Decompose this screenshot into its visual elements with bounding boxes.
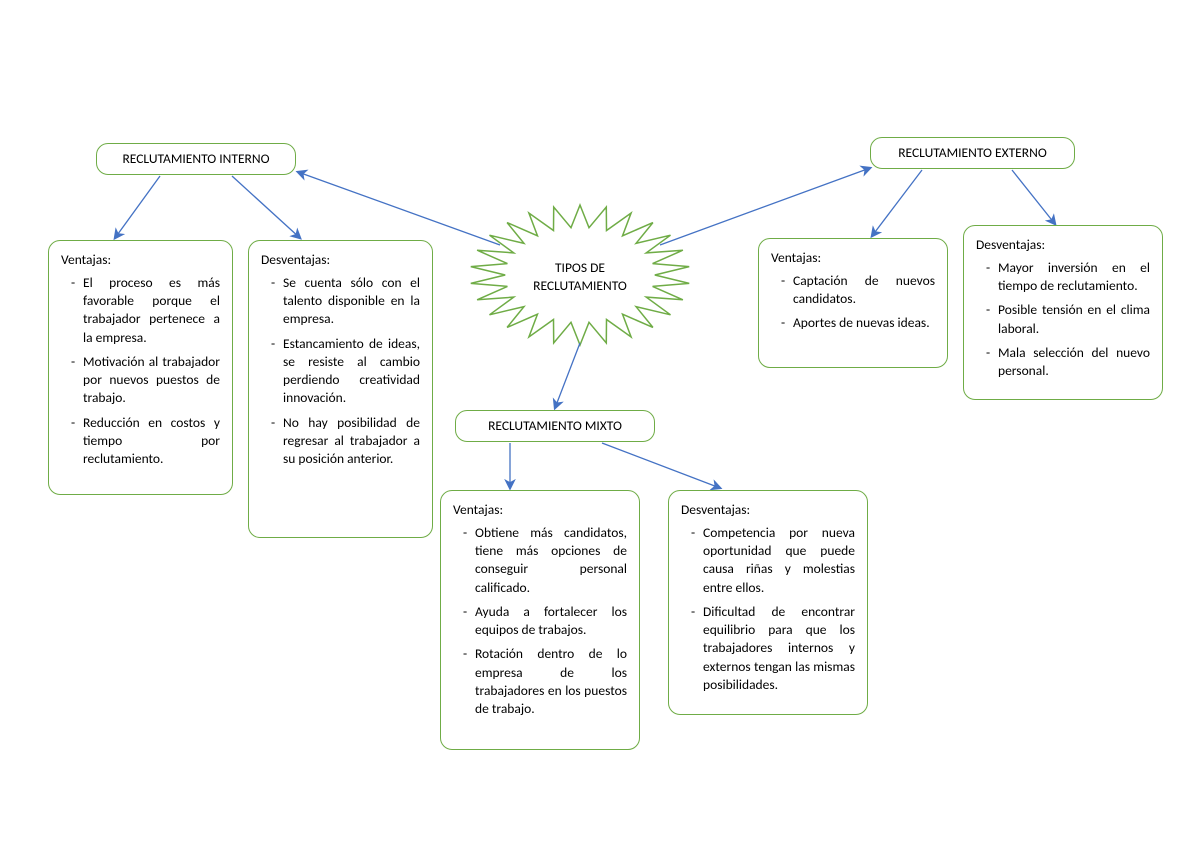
node-interno-title: RECLUTAMIENTO INTERNO bbox=[96, 143, 296, 175]
interno-desventajas-heading: Desventajas: bbox=[261, 251, 420, 268]
list-item: Se cuenta sólo con el talento disponible… bbox=[271, 274, 420, 329]
interno-desventajas-list: Se cuenta sólo con el talento disponible… bbox=[261, 274, 420, 468]
list-item: Reducción en costos y tiempo por recluta… bbox=[71, 414, 220, 469]
list-item: Aportes de nuevas ideas. bbox=[781, 314, 935, 332]
externo-desventajas-heading: Desventajas: bbox=[976, 236, 1150, 253]
externo-title-label: RECLUTAMIENTO EXTERNO bbox=[898, 144, 1047, 161]
connector-arrow bbox=[1012, 170, 1055, 224]
list-item: Motivación al trabajador por nuevos pues… bbox=[71, 353, 220, 408]
mixto-ventajas-heading: Ventajas: bbox=[453, 501, 627, 518]
list-item: El proceso es más favorable porque el tr… bbox=[71, 274, 220, 347]
list-item: Rotación dentro de lo empresa de los tra… bbox=[463, 645, 627, 718]
list-item: Mala selección del nuevo personal. bbox=[986, 344, 1150, 380]
list-item: Ayuda a fortalecer los equipos de trabaj… bbox=[463, 603, 627, 639]
node-externo-desventajas: Desventajas: Mayor inversión en el tiemp… bbox=[963, 225, 1163, 400]
node-mixto-desventajas: Desventajas: Competencia por nueva oport… bbox=[668, 490, 868, 715]
externo-desventajas-list: Mayor inversión en el tiempo de reclutam… bbox=[976, 259, 1150, 380]
list-item: Posible tensión en el clima laboral. bbox=[986, 301, 1150, 337]
mixto-desventajas-list: Competencia por nueva oportunidad que pu… bbox=[681, 524, 855, 694]
node-mixto-ventajas: Ventajas: Obtiene más candidatos, tiene … bbox=[440, 490, 640, 750]
list-item: Captación de nuevos candidatos. bbox=[781, 272, 935, 308]
externo-ventajas-heading: Ventajas: bbox=[771, 249, 935, 266]
connector-arrow bbox=[555, 343, 580, 408]
node-mixto-title: RECLUTAMIENTO MIXTO bbox=[455, 410, 655, 442]
center-title: TIPOS DE RECLUTAMIENTO bbox=[510, 259, 650, 294]
node-interno-desventajas: Desventajas: Se cuenta sólo con el talen… bbox=[248, 240, 433, 538]
interno-ventajas-heading: Ventajas: bbox=[61, 251, 220, 268]
list-item: Dificultad de encontrar equilibrio para … bbox=[691, 603, 855, 694]
node-externo-ventajas: Ventajas: Captación de nuevos candidatos… bbox=[758, 238, 948, 368]
center-title-l1: TIPOS DE bbox=[555, 259, 605, 276]
connector-arrow bbox=[232, 176, 300, 238]
list-item: Mayor inversión en el tiempo de reclutam… bbox=[986, 259, 1150, 295]
list-item: Competencia por nueva oportunidad que pu… bbox=[691, 524, 855, 597]
mixto-ventajas-list: Obtiene más candidatos, tiene más opcion… bbox=[453, 524, 627, 718]
mixto-desventajas-heading: Desventajas: bbox=[681, 501, 855, 518]
mixto-title-label: RECLUTAMIENTO MIXTO bbox=[488, 417, 622, 434]
node-externo-title: RECLUTAMIENTO EXTERNO bbox=[870, 137, 1075, 169]
list-item: Estancamiento de ideas, se resiste al ca… bbox=[271, 335, 420, 408]
connector-arrow bbox=[298, 172, 500, 245]
connector-arrow bbox=[660, 168, 870, 245]
interno-ventajas-list: El proceso es más favorable porque el tr… bbox=[61, 274, 220, 468]
node-interno-ventajas: Ventajas: El proceso es más favorable po… bbox=[48, 240, 233, 495]
list-item: No hay posibilidad de regresar al trabaj… bbox=[271, 414, 420, 469]
center-title-l2: RECLUTAMIENTO bbox=[533, 277, 627, 294]
connector-arrow bbox=[602, 443, 720, 488]
list-item: Obtiene más candidatos, tiene más opcion… bbox=[463, 524, 627, 597]
interno-title-label: RECLUTAMIENTO INTERNO bbox=[122, 150, 269, 167]
connector-arrow bbox=[872, 170, 922, 236]
externo-ventajas-list: Captación de nuevos candidatos. Aportes d… bbox=[771, 272, 935, 333]
connector-arrow bbox=[115, 176, 160, 238]
